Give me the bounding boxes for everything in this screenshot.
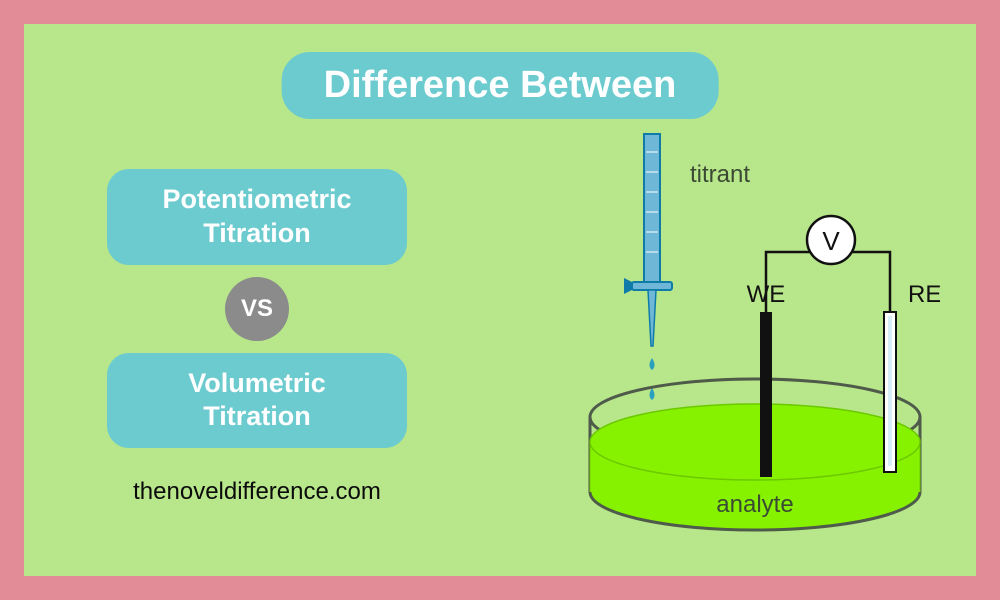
concept-a-line2: Titration — [203, 218, 311, 248]
canvas: Difference Between Potentiometric Titrat… — [24, 24, 976, 576]
concept-a-pill: Potentiometric Titration — [107, 169, 407, 265]
comparison-column: Potentiometric Titration VS Volumetric T… — [92, 169, 422, 506]
titrant-drop-icon — [650, 388, 655, 400]
concept-b-line2: Titration — [203, 401, 311, 431]
site-attribution: thenoveldifference.com — [133, 478, 381, 506]
concept-a-line1: Potentiometric — [162, 184, 351, 214]
vs-badge: VS — [225, 277, 289, 341]
burette-icon — [624, 134, 672, 346]
concept-b-pill: Volumetric Titration — [107, 353, 407, 449]
re-label: RE — [908, 281, 940, 308]
titrant-drop-icon — [650, 358, 655, 370]
titrant-label: titrant — [690, 161, 750, 188]
outer-frame: Difference Between Potentiometric Titrat… — [0, 0, 1000, 600]
working-electrode-icon — [760, 312, 772, 477]
we-label: WE — [747, 281, 786, 308]
voltmeter-label: V — [822, 226, 840, 256]
reference-electrode-icon — [884, 312, 896, 472]
page-title: Difference Between — [282, 52, 719, 119]
analyte-label: analyte — [716, 491, 793, 518]
concept-b-line1: Volumetric — [188, 368, 326, 398]
titration-diagram: titrant V WE RE — [580, 132, 940, 552]
